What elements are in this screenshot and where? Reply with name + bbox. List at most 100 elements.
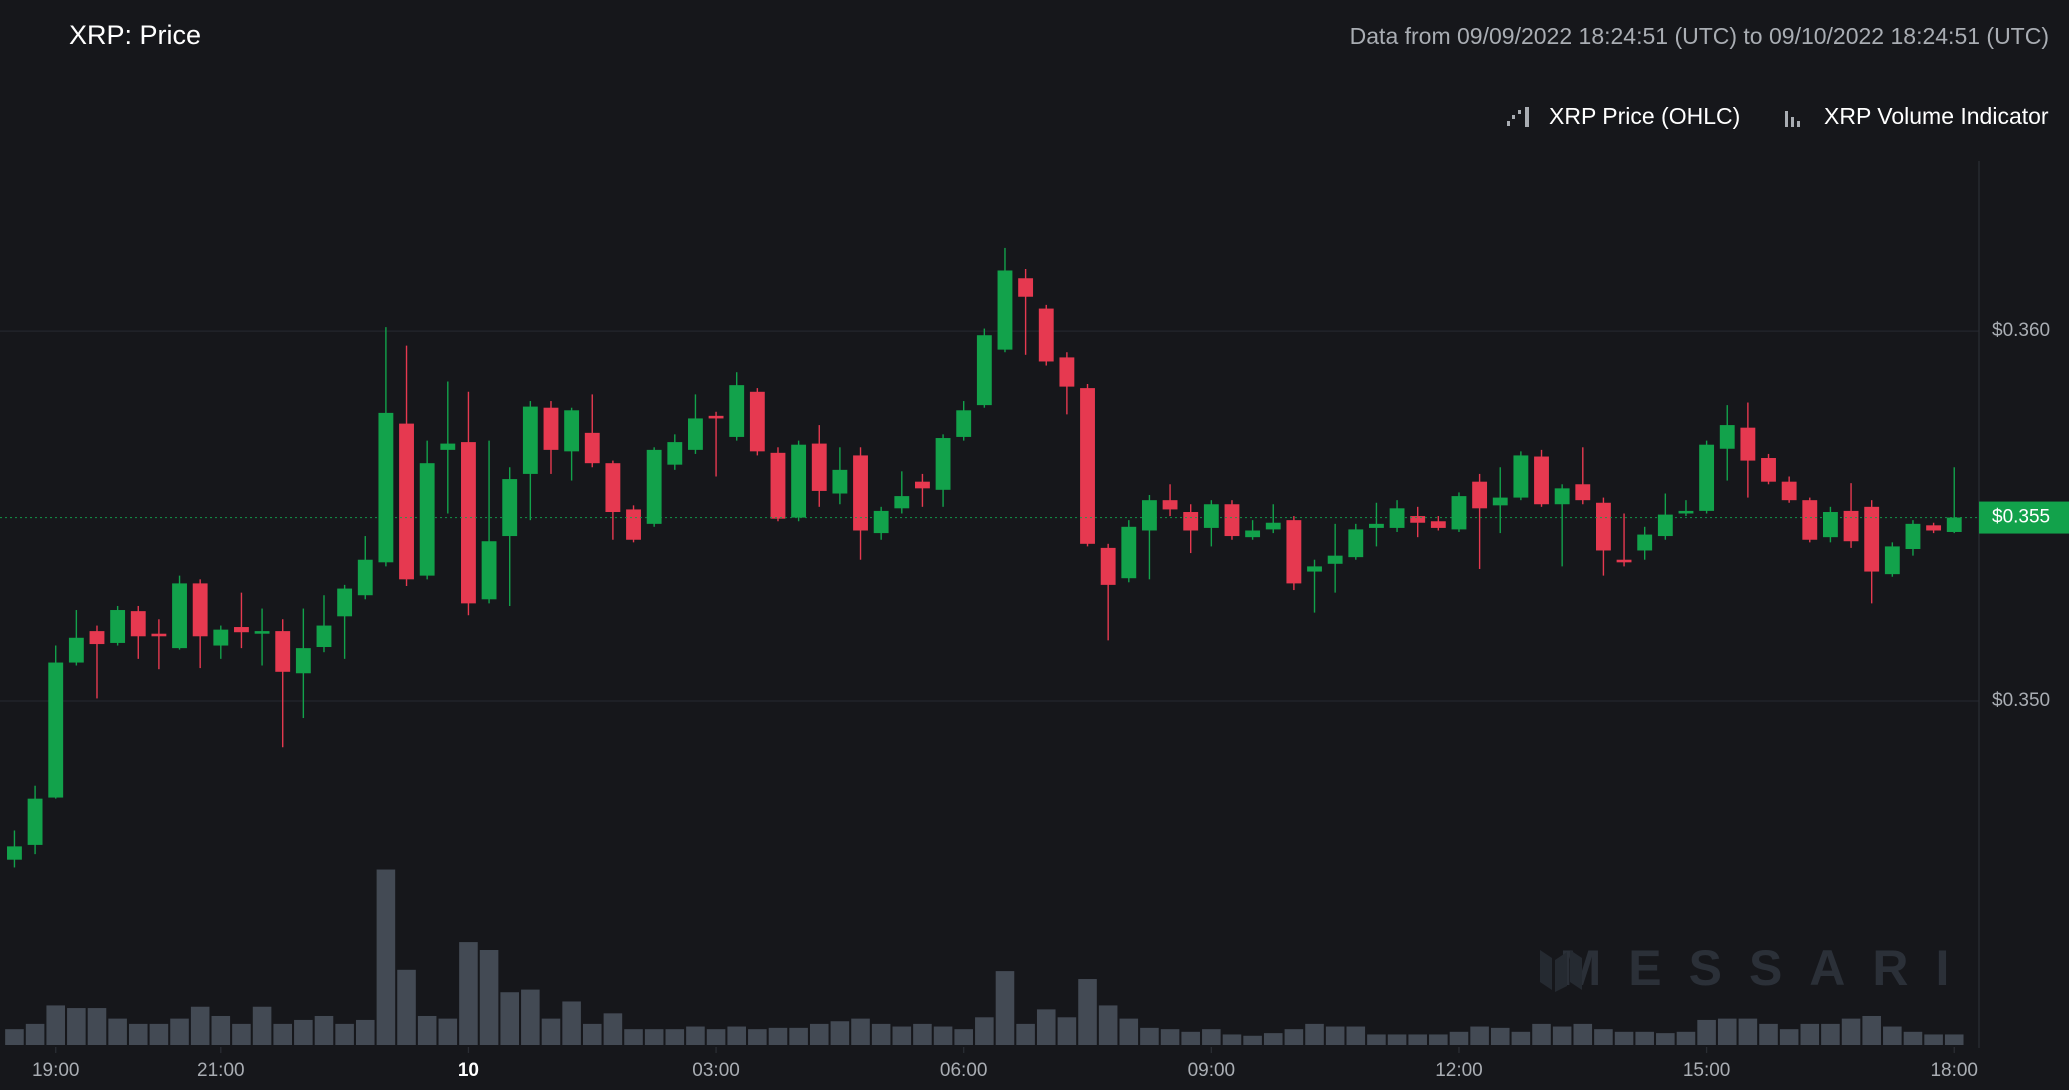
x-tick-label: 15:00 bbox=[1683, 1060, 1731, 1081]
volume-bar bbox=[273, 1023, 293, 1045]
volume-bar bbox=[1222, 1034, 1242, 1045]
candle-body bbox=[1038, 308, 1054, 362]
legend: XRP Price (OHLC) XRP Volume Indicator bbox=[1507, 103, 2049, 129]
volume-bar bbox=[1036, 1009, 1056, 1045]
candle-body bbox=[1472, 481, 1488, 509]
candle-body bbox=[832, 469, 848, 494]
volume-bar bbox=[1284, 1029, 1304, 1045]
candle-body bbox=[1740, 427, 1756, 461]
volume-bar bbox=[686, 1026, 705, 1045]
volume-bar bbox=[768, 1027, 788, 1045]
candle-body bbox=[956, 410, 972, 437]
grid bbox=[0, 330, 1979, 702]
candle-body bbox=[1492, 497, 1508, 506]
candle-body bbox=[1286, 520, 1302, 584]
candle-body bbox=[605, 463, 621, 513]
candle-body bbox=[172, 583, 187, 649]
candle-body bbox=[1018, 278, 1034, 297]
candle-body bbox=[110, 610, 126, 643]
volume-bar bbox=[1305, 1023, 1324, 1045]
candle-body bbox=[1368, 523, 1384, 528]
volume-bar bbox=[500, 992, 519, 1045]
volume-bar bbox=[706, 1029, 726, 1045]
volume-bar bbox=[25, 1023, 45, 1045]
volume-bar bbox=[1779, 1029, 1799, 1045]
volume-bar bbox=[1738, 1018, 1758, 1045]
x-tick-label: 18:00 bbox=[1930, 1060, 1978, 1081]
candle-body bbox=[1203, 504, 1219, 528]
candle-body bbox=[275, 631, 291, 672]
y-tick-label: $0.350 bbox=[1992, 690, 2050, 711]
candle-body bbox=[1389, 508, 1405, 528]
candle-body bbox=[1245, 530, 1261, 538]
volume-bar bbox=[851, 1018, 870, 1045]
candle-body bbox=[873, 510, 889, 534]
legend-label[interactable]: XRP Price (OHLC) bbox=[1549, 103, 1740, 129]
candle-body bbox=[1142, 500, 1157, 531]
volume-bar bbox=[438, 1018, 458, 1045]
candle-body bbox=[1781, 481, 1797, 501]
candle-body bbox=[1657, 514, 1673, 537]
volume-bar bbox=[1841, 1018, 1861, 1045]
candle-body bbox=[502, 479, 518, 537]
volume-bar bbox=[190, 1006, 210, 1045]
candle-body bbox=[461, 442, 476, 604]
candle-body bbox=[254, 631, 270, 634]
volume-bar bbox=[603, 1013, 623, 1045]
volume-bar bbox=[1944, 1034, 1964, 1045]
legend-label[interactable]: XRP Volume Indicator bbox=[1824, 103, 2049, 129]
volume-bar bbox=[1490, 1027, 1510, 1045]
candle-body bbox=[1637, 534, 1653, 551]
x-tick-label: 03:00 bbox=[692, 1060, 740, 1081]
volume-bar bbox=[232, 1023, 251, 1045]
candle-body bbox=[997, 270, 1013, 350]
volume-bar bbox=[624, 1029, 643, 1045]
volume-bar bbox=[1140, 1027, 1159, 1045]
volume-bar bbox=[1883, 1026, 1902, 1045]
candle-body bbox=[1534, 456, 1549, 505]
volume-bar bbox=[1016, 1023, 1035, 1045]
candle-body bbox=[667, 442, 683, 465]
candle-body bbox=[1121, 526, 1137, 579]
candle-body bbox=[853, 455, 868, 531]
volume-bar bbox=[1470, 1026, 1489, 1045]
volume-bar bbox=[1408, 1034, 1427, 1045]
candle-body bbox=[1699, 444, 1715, 511]
candle-body bbox=[1905, 523, 1921, 549]
candle-body bbox=[1162, 500, 1178, 510]
candle-body bbox=[1327, 555, 1343, 564]
volume-bar bbox=[108, 1018, 127, 1045]
volume-bar bbox=[1614, 1031, 1634, 1045]
candle-body bbox=[1554, 488, 1570, 505]
candle-body bbox=[1843, 510, 1859, 542]
volume-bar bbox=[748, 1029, 767, 1045]
volume-bar bbox=[1367, 1034, 1386, 1045]
volume-bar bbox=[335, 1023, 354, 1045]
candle-body bbox=[1719, 425, 1735, 449]
volume-bar bbox=[211, 1015, 231, 1045]
candle-body bbox=[440, 443, 456, 450]
volume-bar bbox=[1202, 1029, 1221, 1045]
volume-bar bbox=[727, 1026, 746, 1045]
volume-bar bbox=[830, 1021, 850, 1045]
volume-bar bbox=[417, 1015, 437, 1045]
candle-body bbox=[27, 798, 43, 845]
volume-bar bbox=[1573, 1023, 1593, 1045]
volume-bar bbox=[128, 1023, 148, 1045]
x-tick-label: 12:00 bbox=[1435, 1060, 1483, 1081]
candle-body bbox=[1595, 502, 1611, 551]
legend-icon bbox=[1507, 107, 1529, 127]
candle-body bbox=[708, 415, 724, 419]
candle-body bbox=[48, 662, 64, 798]
volume-bar bbox=[1717, 1018, 1737, 1045]
candle-body bbox=[915, 481, 930, 489]
candle-body bbox=[522, 406, 538, 474]
volume-bars bbox=[5, 869, 1964, 1045]
candle-body bbox=[213, 629, 229, 646]
candle-body bbox=[130, 611, 146, 637]
candle-body bbox=[378, 412, 394, 563]
candle-body bbox=[7, 846, 22, 860]
